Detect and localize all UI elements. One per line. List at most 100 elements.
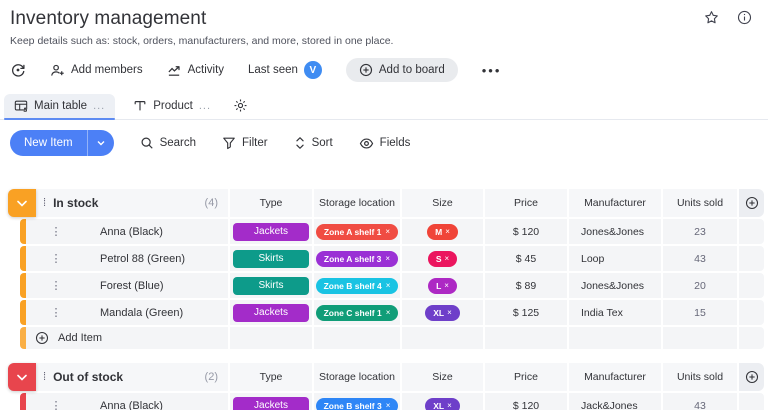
cell-price[interactable]: $ 120 [483,219,567,244]
cell-storage[interactable]: Zone C shelf 1 × [312,300,400,325]
new-item-dropdown-caret[interactable] [86,130,114,156]
item-name-cell[interactable]: ⋮ Forest (Blue) [26,273,228,298]
add-item-row[interactable]: Add Item [20,327,764,349]
favorite-star-icon[interactable] [704,10,719,25]
group-collapse-toggle[interactable] [8,189,36,217]
drag-handle-icon[interactable]: ⋮ [50,253,62,265]
remove-icon[interactable]: × [385,401,391,410]
type-badge[interactable]: Jackets [233,222,309,241]
group-name-cell[interactable]: ⁞ In stock (4) [36,189,228,217]
group-name-cell[interactable]: ⁞ Out of stock (2) [36,363,228,391]
remove-icon[interactable]: × [385,281,391,290]
cell-manufacturer[interactable]: Jack&Jones [567,393,661,410]
type-badge[interactable]: Jackets [233,303,309,322]
item-name-cell[interactable]: ⋮ Anna (Black) [26,393,228,410]
cell-size[interactable]: L × [400,273,483,298]
filter-button[interactable]: Filter [222,136,268,150]
drag-handle-icon[interactable]: ⋮ [50,400,62,410]
column-header-type[interactable]: Type [228,189,312,217]
cell-size[interactable]: XL × [400,300,483,325]
add-item-button[interactable]: Add Item [26,331,102,345]
storage-badge[interactable]: Zone A shelf 1 × [315,223,399,240]
type-badge[interactable]: Skirts [233,276,309,295]
column-header-units_sold[interactable]: Units sold [661,363,737,391]
add-column-button[interactable] [737,363,764,391]
remove-icon[interactable]: × [444,281,449,290]
size-badge[interactable]: S × [427,250,458,267]
drag-handle-icon[interactable]: ⁞ [43,370,47,383]
cell-storage[interactable]: Zone B shelf 3 × [312,393,400,410]
search-button[interactable]: Search [140,136,196,150]
size-badge[interactable]: L × [428,277,457,294]
cell-storage[interactable]: Zone B shelf 4 × [312,273,400,298]
remove-icon[interactable]: × [385,308,391,317]
group-collapse-toggle[interactable] [8,363,36,391]
item-name-cell[interactable]: ⋮ Mandala (Green) [26,300,228,325]
cell-units_sold[interactable]: 20 [661,273,737,298]
remove-icon[interactable]: × [447,308,452,317]
tab-menu-icon[interactable]: ... [93,100,106,112]
cell-type[interactable]: Jackets [228,393,312,410]
cell-manufacturer[interactable]: Jones&Jones [567,273,661,298]
size-badge[interactable]: XL × [425,304,460,321]
cell-type[interactable]: Jackets [228,300,312,325]
fields-button[interactable]: Fields [359,137,410,150]
add-column-button[interactable] [737,189,764,217]
storage-badge[interactable]: Zone B shelf 4 × [315,277,399,294]
cell-storage[interactable]: Zone A shelf 3 × [312,246,400,271]
cell-size[interactable]: M × [400,219,483,244]
cell-units_sold[interactable]: 43 [661,393,737,410]
avatar[interactable]: V [303,61,322,79]
activity-button[interactable]: Activity [167,63,224,78]
add-item-cell[interactable]: Add Item [26,327,228,349]
size-badge[interactable]: XL × [425,397,460,410]
cell-manufacturer[interactable]: India Tex [567,300,661,325]
cell-type[interactable]: Skirts [228,246,312,271]
add-to-board-button[interactable]: Add to board [345,58,458,82]
cell-storage[interactable]: Zone A shelf 1 × [312,219,400,244]
more-options-button[interactable]: ••• [481,62,502,78]
sort-button[interactable]: Sort [294,136,333,150]
size-badge[interactable]: M × [427,223,458,240]
storage-badge[interactable]: Zone C shelf 1 × [315,304,399,321]
column-header-size[interactable]: Size [400,189,483,217]
cell-manufacturer[interactable]: Loop [567,246,661,271]
storage-badge[interactable]: Zone A shelf 3 × [315,250,399,267]
remove-icon[interactable]: × [444,254,450,263]
cell-type[interactable]: Jackets [228,219,312,244]
drag-handle-icon[interactable]: ⁞ [43,196,47,209]
board-settings-button[interactable] [229,94,256,119]
cell-price[interactable]: $ 125 [483,300,567,325]
cell-units_sold[interactable]: 15 [661,300,737,325]
info-icon[interactable] [737,10,752,25]
item-name-cell[interactable]: ⋮ Petrol 88 (Green) [26,246,228,271]
remove-icon[interactable]: × [385,227,391,236]
cell-price[interactable]: $ 45 [483,246,567,271]
tab-main-table[interactable]: Main table ... [4,94,116,120]
new-item-button[interactable]: New Item [10,130,114,156]
cell-manufacturer[interactable]: Jones&Jones [567,219,661,244]
drag-handle-icon[interactable]: ⋮ [50,280,62,292]
column-header-manufacturer[interactable]: Manufacturer [567,363,661,391]
storage-badge[interactable]: Zone B shelf 3 × [315,397,399,410]
type-badge[interactable]: Skirts [233,249,309,268]
column-header-type[interactable]: Type [228,363,312,391]
column-header-storage[interactable]: Storage location [312,189,400,217]
drag-handle-icon[interactable]: ⋮ [50,307,62,319]
cell-price[interactable]: $ 89 [483,273,567,298]
remove-icon[interactable]: × [385,254,391,263]
type-badge[interactable]: Jackets [233,396,309,410]
tab-product[interactable]: Product ... [123,94,221,119]
column-header-manufacturer[interactable]: Manufacturer [567,189,661,217]
column-header-price[interactable]: Price [483,363,567,391]
cell-size[interactable]: XL × [400,393,483,410]
column-header-size[interactable]: Size [400,363,483,391]
tab-menu-icon[interactable]: ... [198,100,212,112]
cell-price[interactable]: $ 120 [483,393,567,410]
remove-icon[interactable]: × [447,401,452,410]
cell-type[interactable]: Skirts [228,273,312,298]
cell-size[interactable]: S × [400,246,483,271]
column-header-units_sold[interactable]: Units sold [661,189,737,217]
remove-icon[interactable]: × [445,227,450,236]
column-header-price[interactable]: Price [483,189,567,217]
